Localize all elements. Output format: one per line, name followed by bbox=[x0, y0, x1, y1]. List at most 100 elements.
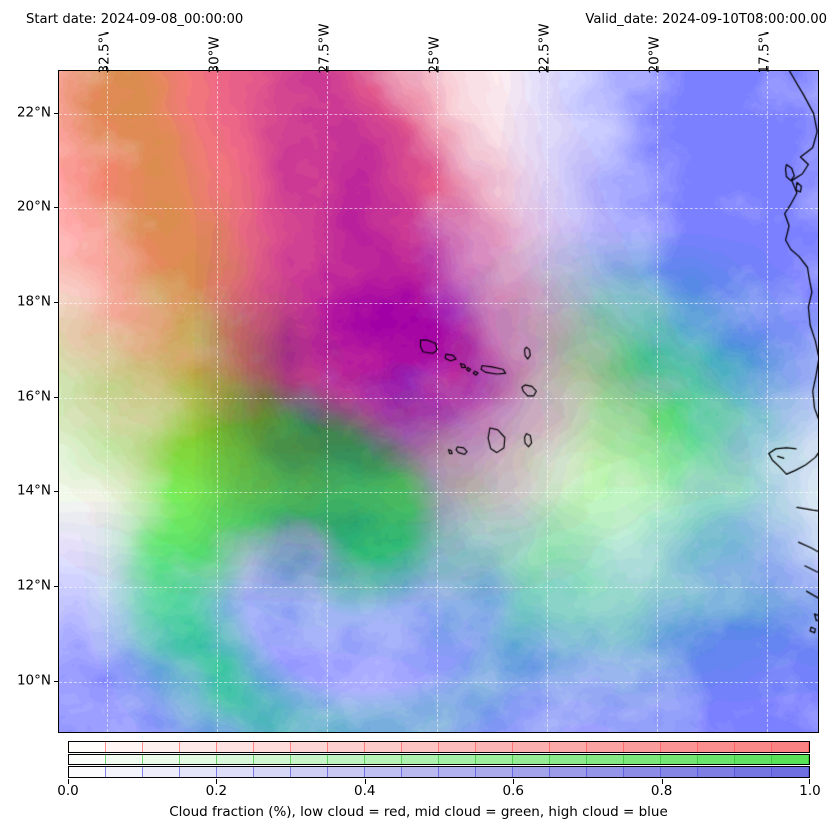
colorbar-segment bbox=[106, 742, 143, 752]
colorbar-segment bbox=[291, 767, 328, 777]
colorbar-segment bbox=[365, 754, 402, 765]
longitude-tick-label: 30°W bbox=[206, 36, 223, 74]
longitude-tickmark bbox=[106, 66, 108, 70]
colorbar-segment bbox=[513, 742, 550, 752]
latitude-tickmark bbox=[54, 680, 58, 682]
latitude-tick-label: 10°N bbox=[16, 672, 51, 689]
colorbar-segment bbox=[439, 742, 476, 752]
low-cloud-colorbar[interactable] bbox=[68, 741, 810, 753]
latitude-tick-label: 14°N bbox=[16, 482, 51, 499]
colorbar-segment bbox=[328, 742, 365, 752]
colorbar-tick-label: 0.0 bbox=[57, 783, 79, 799]
colorbar-segment bbox=[698, 767, 735, 777]
colorbar-group bbox=[68, 741, 810, 779]
colorbar-segment bbox=[476, 742, 513, 752]
colorbar-segment bbox=[587, 742, 624, 752]
latitude-tickmark bbox=[54, 586, 58, 588]
colorbar-segment bbox=[106, 767, 143, 777]
latitude-tick-label: 18°N bbox=[16, 293, 51, 310]
colorbar-segment bbox=[698, 754, 735, 765]
colorbar-segment bbox=[180, 767, 217, 777]
valid-date-label: Valid_date: 2024-09-10T08:00:00.00 bbox=[578, 8, 834, 33]
colorbar-segment bbox=[328, 767, 365, 777]
colorbar-segment bbox=[439, 767, 476, 777]
colorbar-segment bbox=[624, 767, 661, 777]
cloud-fraction-rgb-composite bbox=[59, 71, 818, 732]
longitude-tickmark bbox=[216, 66, 218, 70]
longitude-tick-label: 27.5°W bbox=[316, 23, 333, 74]
colorbar-segment bbox=[402, 767, 439, 777]
longitude-tickmark bbox=[546, 66, 548, 70]
colorbar-segment bbox=[735, 742, 772, 752]
colorbar-tick-label: 0.6 bbox=[502, 783, 524, 799]
colorbar-segment bbox=[735, 754, 772, 765]
colorbar-segment bbox=[439, 754, 476, 765]
colorbar-segment bbox=[772, 742, 809, 752]
longitude-tickmark bbox=[656, 66, 658, 70]
colorbar-segment bbox=[476, 767, 513, 777]
high-cloud-colorbar[interactable] bbox=[68, 766, 810, 778]
colorbar-segment bbox=[661, 767, 698, 777]
colorbar-segment bbox=[698, 742, 735, 752]
colorbar-label: Cloud fraction (%), low cloud = red, mid… bbox=[169, 804, 668, 820]
colorbar-segment bbox=[402, 742, 439, 752]
colorbar-segment bbox=[254, 742, 291, 752]
longitude-tickmark bbox=[326, 66, 328, 70]
colorbar-segment bbox=[180, 742, 217, 752]
latitude-tickmark bbox=[54, 302, 58, 304]
colorbar-segment bbox=[291, 754, 328, 765]
colorbar-segment bbox=[735, 767, 772, 777]
colorbar-segment bbox=[254, 754, 291, 765]
latitude-tick-label: 20°N bbox=[16, 198, 51, 215]
colorbar-tickmark bbox=[809, 779, 810, 784]
colorbar-segment bbox=[328, 754, 365, 765]
longitude-tick-label: 20°W bbox=[646, 36, 663, 74]
colorbar-segment bbox=[143, 754, 180, 765]
colorbar-segment bbox=[180, 754, 217, 765]
longitude-tick-label: 25°W bbox=[426, 36, 443, 74]
colorbar-segment bbox=[624, 742, 661, 752]
colorbar-segment bbox=[772, 767, 809, 777]
colorbar-segment bbox=[513, 754, 550, 765]
colorbar-tick-label: 0.4 bbox=[354, 783, 376, 799]
colorbar-segment bbox=[365, 767, 402, 777]
colorbar-tickmark bbox=[364, 779, 366, 784]
colorbar-segment bbox=[587, 767, 624, 777]
colorbar-segment bbox=[254, 767, 291, 777]
latitude-tick-label: 12°N bbox=[16, 577, 51, 594]
colorbar-segment bbox=[291, 742, 328, 752]
colorbar-tickmark bbox=[661, 779, 663, 784]
colorbar-segment bbox=[550, 742, 587, 752]
colorbar-segment bbox=[550, 754, 587, 765]
colorbar-segment bbox=[772, 754, 809, 765]
colorbar-segment bbox=[143, 742, 180, 752]
colorbar-tickmark bbox=[216, 779, 218, 784]
start-date-label: Start date: 2024-09-08_00:00:00 bbox=[19, 8, 251, 33]
colorbar-tickmark bbox=[513, 779, 515, 784]
latitude-tickmark bbox=[54, 207, 58, 209]
colorbar-segment bbox=[513, 767, 550, 777]
latitude-tickmark bbox=[54, 112, 58, 114]
colorbar-segment bbox=[69, 742, 106, 752]
mid-cloud-colorbar[interactable] bbox=[68, 753, 810, 766]
colorbar-tick-axis: 0.0 0.2 0.4 0.6 0.8 1.0 bbox=[57, 779, 821, 803]
colorbar-segment bbox=[365, 742, 402, 752]
colorbar-segment bbox=[587, 754, 624, 765]
colorbar-segment bbox=[106, 754, 143, 765]
colorbar-segment bbox=[661, 754, 698, 765]
colorbar-segment bbox=[69, 767, 106, 777]
map-axes[interactable] bbox=[58, 70, 819, 733]
latitude-tickmark bbox=[54, 396, 58, 398]
colorbar-segment bbox=[624, 754, 661, 765]
longitude-tickmark bbox=[766, 66, 768, 70]
colorbar-segment bbox=[661, 742, 698, 752]
colorbar-tick-label: 1.0 bbox=[799, 783, 821, 799]
colorbar-segment bbox=[217, 742, 254, 752]
colorbar-segment bbox=[143, 767, 180, 777]
latitude-tick-label: 16°N bbox=[16, 388, 51, 404]
colorbar-segment bbox=[69, 754, 106, 765]
colorbar-segment bbox=[217, 754, 254, 765]
latitude-tick-label: 22°N bbox=[16, 103, 51, 120]
colorbar-tickmark bbox=[68, 779, 69, 784]
